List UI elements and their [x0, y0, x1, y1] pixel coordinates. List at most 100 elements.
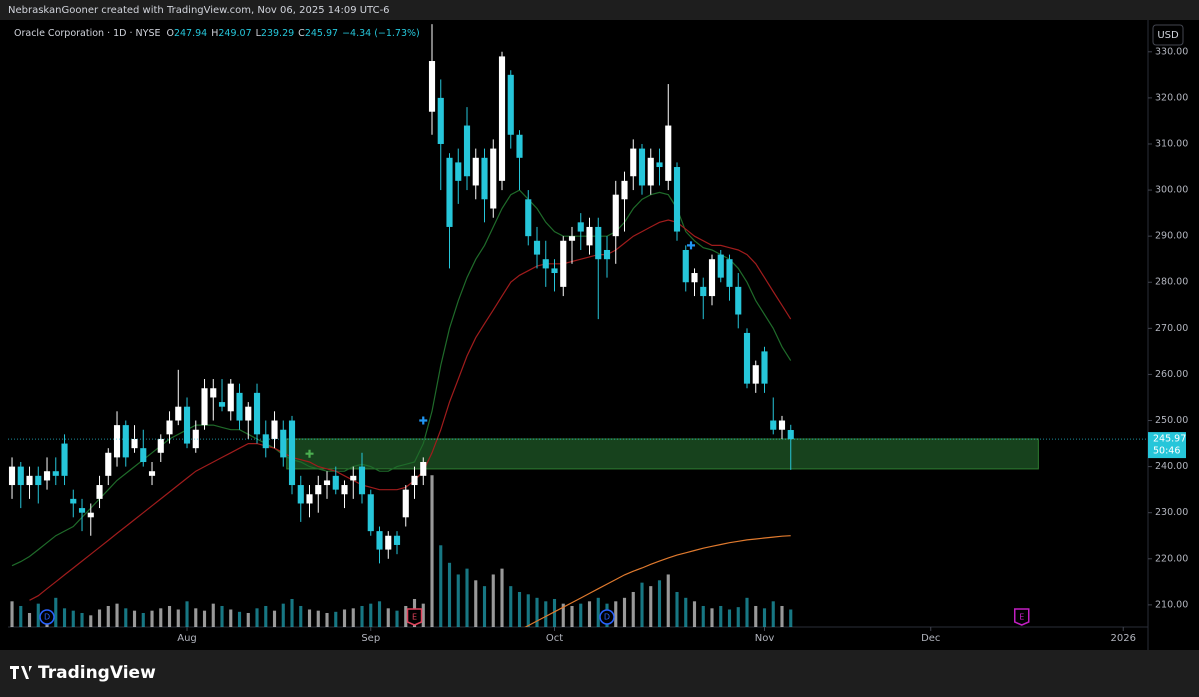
- candle-body: [420, 461, 427, 476]
- volume-bar: [290, 598, 294, 627]
- candle-body: [148, 471, 156, 476]
- candle-body: [140, 448, 147, 462]
- candle-body: [297, 485, 304, 504]
- candle-body: [437, 97, 444, 144]
- candle-body: [612, 194, 619, 237]
- candle-body: [227, 383, 234, 412]
- candle-body: [428, 61, 436, 112]
- volume-bar: [456, 574, 460, 627]
- candle-body: [743, 332, 751, 384]
- volume-bar: [325, 612, 329, 627]
- candle-body: [306, 494, 313, 504]
- legend-key: H: [211, 28, 218, 39]
- volume-bar: [316, 610, 320, 627]
- volume-bar: [421, 603, 425, 627]
- candle-body: [385, 535, 392, 550]
- volume-bar: [272, 610, 277, 627]
- candle-body: [595, 226, 602, 260]
- volume-bar: [544, 601, 548, 627]
- volume-bar: [246, 612, 250, 627]
- candle-body: [52, 471, 59, 476]
- volume-bar: [404, 605, 408, 627]
- candle-body: [218, 402, 226, 407]
- volume-bar: [482, 586, 487, 627]
- y-tick-label: 250.00: [1155, 415, 1188, 426]
- candle-body: [665, 125, 672, 181]
- volume-bar: [176, 609, 180, 627]
- volume-bar: [684, 597, 688, 627]
- y-tick-label: 270.00: [1155, 323, 1188, 334]
- candle-body: [752, 365, 759, 384]
- volume-bar: [517, 591, 522, 627]
- volume-bar: [237, 611, 242, 627]
- volume-bar: [36, 603, 40, 627]
- volume-bar: [780, 605, 784, 627]
- candle-body: [726, 259, 733, 287]
- candle-body: [700, 286, 707, 297]
- candle-body: [350, 475, 357, 481]
- volume-bar: [771, 601, 775, 627]
- volume-bar: [132, 610, 137, 627]
- volume-bar: [789, 609, 793, 627]
- volume-bar: [220, 605, 224, 627]
- volume-bar: [80, 612, 84, 627]
- legend-value: 247.94: [174, 28, 207, 39]
- candle-body: [472, 157, 479, 186]
- volume-bar: [255, 608, 259, 627]
- y-tick-label: 290.00: [1155, 231, 1188, 242]
- volume-bar: [762, 608, 767, 627]
- signal-marker: [687, 241, 696, 250]
- logo-text: TradingView: [38, 663, 156, 683]
- candle-body: [183, 406, 191, 444]
- candle-body: [682, 249, 689, 283]
- candle-body: [323, 480, 331, 486]
- x-tick-label: 2026: [1111, 633, 1136, 644]
- volume-bar: [54, 597, 58, 627]
- candle-body: [603, 249, 611, 260]
- y-tick-label: 260.00: [1155, 369, 1188, 380]
- candle-body: [735, 286, 742, 315]
- x-tick-label: Sep: [361, 633, 380, 644]
- volume-bar: [10, 601, 14, 627]
- currency-box: [1152, 24, 1184, 46]
- y-tick-label: 280.00: [1155, 277, 1188, 288]
- candle-body: [577, 222, 584, 232]
- volume-bar: [27, 612, 32, 627]
- candle-body: [638, 148, 646, 186]
- volume-bar: [377, 601, 382, 627]
- volume-bar: [97, 609, 102, 627]
- candle-body: [446, 157, 453, 227]
- volume-bar: [649, 586, 653, 627]
- volume-bar: [167, 605, 172, 627]
- candle-body: [656, 162, 663, 168]
- candle-body: [708, 259, 716, 297]
- y-tick-label: 240.00: [1155, 461, 1188, 472]
- candle-body: [376, 531, 383, 550]
- volume-bar: [640, 582, 644, 627]
- volume-bar: [334, 611, 338, 627]
- event-badge: [1013, 608, 1030, 626]
- volume-bar: [159, 608, 163, 627]
- candle-body: [157, 438, 164, 453]
- y-tick-label: 330.00: [1155, 46, 1188, 57]
- volume-bar: [299, 605, 303, 627]
- volume-bar: [666, 574, 670, 627]
- volume-bar: [622, 597, 627, 627]
- candle-body: [498, 56, 506, 181]
- candle-body: [647, 157, 654, 186]
- volume-bar: [281, 603, 285, 627]
- x-tick-label: Oct: [546, 633, 563, 644]
- candle-body: [630, 148, 637, 177]
- volume-bar: [745, 597, 749, 627]
- x-tick-label: Dec: [921, 633, 940, 644]
- candle-body: [542, 259, 549, 269]
- volume-bar: [692, 601, 697, 627]
- candle-body: [78, 508, 86, 513]
- volume-bar: [430, 475, 434, 627]
- legend-key: O: [166, 28, 173, 39]
- volume-bar: [614, 601, 618, 627]
- volume-bar: [150, 610, 154, 627]
- y-tick-label: 210.00: [1155, 599, 1188, 610]
- countdown: 50:46: [1153, 446, 1180, 457]
